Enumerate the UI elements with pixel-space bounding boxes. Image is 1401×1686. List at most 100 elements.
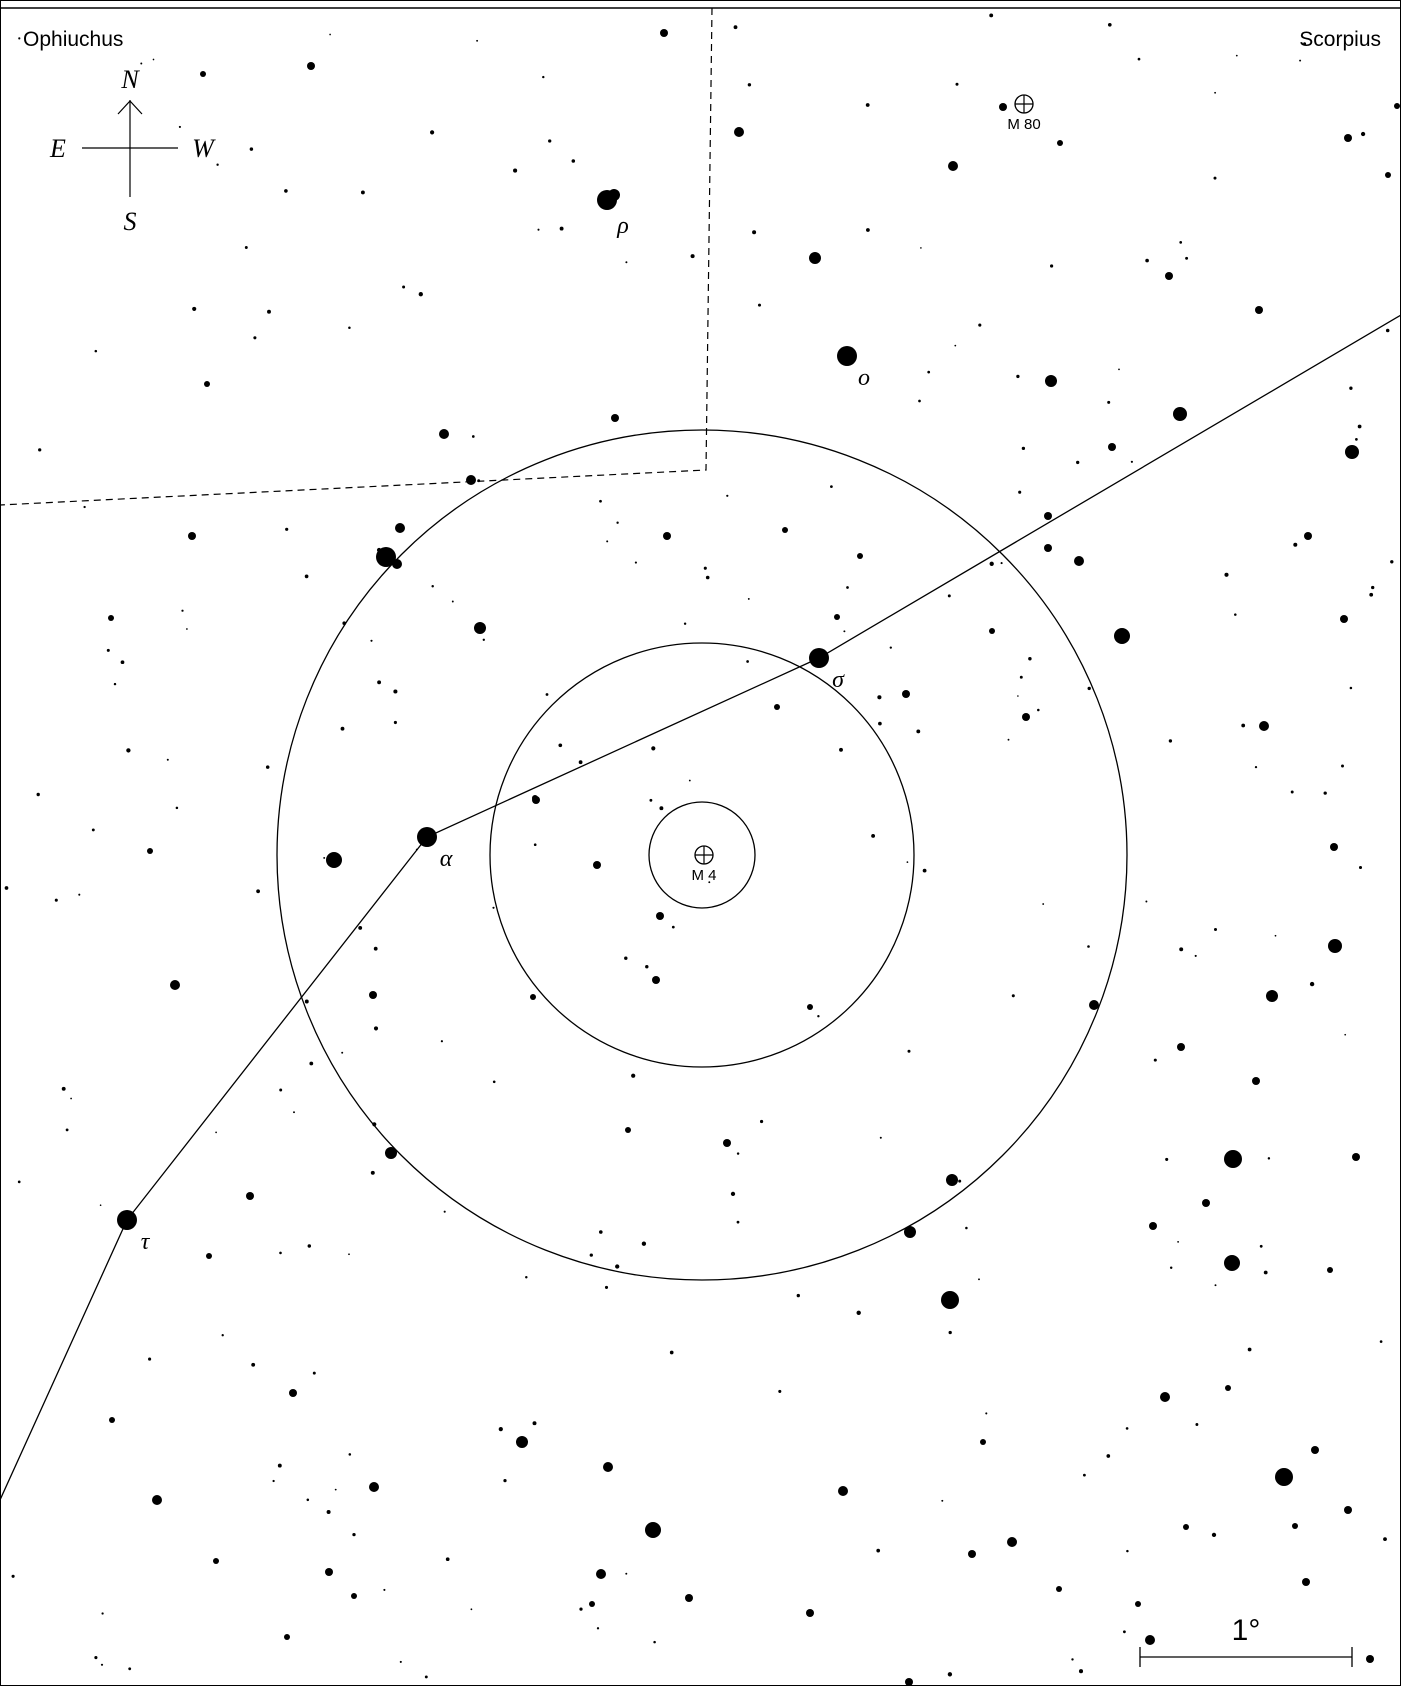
star	[395, 523, 405, 533]
faint-star	[513, 168, 518, 173]
faint-star	[1107, 400, 1111, 404]
faint-star	[1341, 764, 1344, 768]
faint-star	[730, 1191, 736, 1197]
faint-star	[1071, 1658, 1074, 1661]
star	[1292, 1523, 1298, 1529]
globular-cluster-m80: M 80	[1007, 94, 1041, 133]
faint-star	[65, 1128, 69, 1132]
faint-star	[1087, 686, 1091, 691]
faint-star	[334, 1488, 337, 1491]
faint-star	[1390, 560, 1394, 564]
star	[516, 1436, 528, 1448]
star	[723, 1139, 731, 1147]
faint-star	[4, 886, 9, 890]
faint-star	[1195, 1423, 1199, 1426]
faint-star	[341, 1051, 344, 1054]
faint-star	[1042, 903, 1045, 905]
compass-north-arrow-icon	[117, 100, 143, 115]
faint-star	[94, 349, 98, 353]
faint-star	[1011, 994, 1015, 998]
faint-star	[94, 1656, 98, 1660]
star	[806, 1609, 814, 1617]
faint-star	[293, 1111, 295, 1114]
star	[1183, 1524, 1189, 1530]
faint-star	[651, 746, 656, 751]
star	[1302, 1578, 1310, 1586]
faint-star	[360, 190, 365, 195]
faint-star	[1385, 328, 1390, 333]
star	[1275, 1468, 1293, 1486]
faint-star	[865, 103, 870, 107]
faint-star	[878, 721, 882, 726]
faint-star	[1224, 572, 1229, 577]
faint-star	[340, 726, 345, 731]
faint-star	[1349, 686, 1353, 690]
faint-star	[1165, 1157, 1169, 1161]
faint-star	[431, 584, 434, 588]
faint-star	[746, 660, 749, 663]
faint-star	[277, 1463, 282, 1468]
faint-star	[1037, 708, 1040, 712]
star	[1089, 1000, 1099, 1010]
star	[625, 1127, 631, 1133]
faint-star	[1379, 1340, 1383, 1343]
star	[392, 559, 402, 569]
faint-star	[1358, 865, 1363, 870]
faint-star	[625, 261, 628, 264]
star-label-sigma: σ	[832, 667, 845, 693]
star	[1311, 1446, 1319, 1454]
star	[905, 1678, 913, 1686]
faint-star	[256, 889, 260, 894]
star	[1327, 1267, 1333, 1273]
faint-star	[1177, 1240, 1180, 1243]
faint-star	[747, 597, 750, 600]
star	[1340, 615, 1348, 623]
faint-star	[649, 798, 653, 802]
star	[1160, 1392, 1170, 1402]
faint-star	[778, 1389, 782, 1393]
star	[980, 1439, 986, 1445]
faint-star	[634, 561, 637, 564]
faint-star	[1021, 446, 1026, 451]
faint-star	[736, 1220, 740, 1224]
star-label-rho: ρ	[616, 213, 629, 239]
faint-star	[920, 247, 922, 249]
faint-star	[61, 1086, 66, 1091]
faint-star	[631, 1073, 636, 1078]
faint-star	[285, 527, 289, 531]
faint-star	[708, 881, 711, 884]
faint-star	[1360, 131, 1366, 137]
faint-star	[17, 1180, 21, 1184]
faint-star	[503, 1478, 507, 1483]
faint-star	[1179, 947, 1184, 952]
faint-star	[579, 1607, 583, 1611]
faint-star	[877, 695, 882, 700]
compass-north-label: N	[120, 65, 140, 94]
faint-star	[958, 1179, 962, 1183]
star	[1057, 140, 1063, 146]
star	[1225, 1385, 1231, 1391]
faint-star	[616, 521, 619, 524]
star	[663, 532, 671, 540]
faint-star	[383, 1588, 386, 1591]
faint-star	[1087, 945, 1090, 948]
star	[660, 29, 668, 37]
star	[1177, 1043, 1185, 1051]
faint-star	[947, 1672, 953, 1677]
star	[941, 1291, 959, 1309]
faint-star	[978, 323, 982, 327]
faint-star	[451, 600, 454, 603]
faint-star	[817, 1015, 820, 1018]
star	[652, 976, 660, 984]
faint-star	[1007, 738, 1010, 741]
star	[685, 1594, 693, 1602]
faint-star	[525, 1276, 528, 1279]
star	[1173, 407, 1187, 421]
faint-star	[1078, 1669, 1084, 1674]
faint-star	[703, 566, 707, 570]
faint-star	[726, 494, 729, 497]
faint-star	[272, 1479, 275, 1483]
star	[809, 648, 829, 668]
faint-star	[916, 729, 921, 734]
faint-star	[965, 1226, 968, 1230]
